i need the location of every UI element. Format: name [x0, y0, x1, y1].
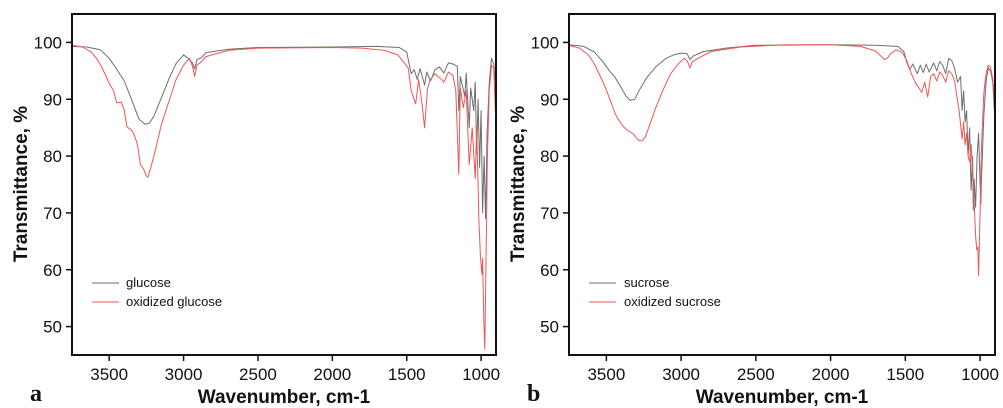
- y-tick-label: 50: [43, 318, 62, 337]
- y-axis-ticks: 50 60 70 80 90 100: [34, 33, 72, 337]
- x-axis-ticks: 3500 3000 2500 2000 1500 1000: [587, 355, 999, 384]
- y-tick-label: 100: [34, 33, 62, 52]
- y-tick-label: 60: [43, 261, 62, 280]
- x-tick-label: 3500: [587, 365, 625, 384]
- y-tick-label: 50: [540, 318, 559, 337]
- series-layer: [569, 44, 995, 276]
- x-axis-title: Wavenumber, cm-1: [198, 387, 371, 408]
- y-tick-label: 80: [43, 147, 62, 166]
- x-tick-label: 1000: [462, 365, 500, 384]
- x-tick-label: 2000: [812, 365, 850, 384]
- x-tick-label: 3000: [662, 365, 700, 384]
- y-axis-ticks: 50 60 70 80 90 100: [531, 33, 569, 337]
- y-tick-label: 100: [531, 33, 559, 52]
- x-tick-label: 2500: [239, 365, 277, 384]
- y-tick-label: 90: [43, 90, 62, 109]
- series-layer: [72, 44, 496, 350]
- panel-a-glucose: 3500 3000 2500 2000 1500 1000 50 60 70 80 90 100 g…: [11, 13, 500, 408]
- x-tick-label: 3500: [90, 365, 128, 384]
- y-axis-title: Transmittance, %: [508, 106, 529, 262]
- x-tick-label: 2500: [737, 365, 775, 384]
- series-line-glucose: [72, 45, 496, 220]
- legend-label-oxidized-sucrose: oxidized sucrose: [624, 294, 721, 309]
- series-line-oxidized-glucose: [72, 44, 496, 350]
- x-axis-title: Wavenumber, cm-1: [696, 387, 869, 408]
- panel-label: a: [30, 381, 42, 407]
- panel-label: b: [527, 381, 540, 407]
- plot-area-frame: [568, 13, 996, 356]
- x-tick-label: 3000: [165, 365, 203, 384]
- series-line-sucrose: [569, 44, 995, 211]
- panel-b-sucrose: 3500 3000 2500 2000 1500 1000 50 60 70 80 90 100 s…: [508, 13, 999, 408]
- plot-area-frame: [71, 13, 497, 356]
- chart-legend: glucose oxidized glucose: [92, 275, 222, 309]
- y-tick-label: 60: [540, 261, 559, 280]
- x-tick-label: 1000: [961, 365, 999, 384]
- y-tick-label: 90: [540, 90, 559, 109]
- y-tick-label: 70: [540, 204, 559, 223]
- legend-label-glucose: glucose: [126, 275, 171, 290]
- x-tick-label: 2000: [313, 365, 351, 384]
- y-tick-label: 70: [43, 204, 62, 223]
- y-tick-label: 80: [540, 147, 559, 166]
- x-tick-label: 1500: [886, 365, 924, 384]
- x-tick-label: 1500: [388, 365, 426, 384]
- x-axis-ticks: 3500 3000 2500 2000 1500 1000: [90, 355, 500, 384]
- series-line-oxidized-sucrose: [569, 44, 995, 276]
- legend-label-oxidized-glucose: oxidized glucose: [126, 294, 222, 309]
- y-axis-title: Transmittance, %: [11, 106, 32, 262]
- chart-legend: sucrose oxidized sucrose: [589, 275, 721, 309]
- legend-label-sucrose: sucrose: [624, 275, 670, 290]
